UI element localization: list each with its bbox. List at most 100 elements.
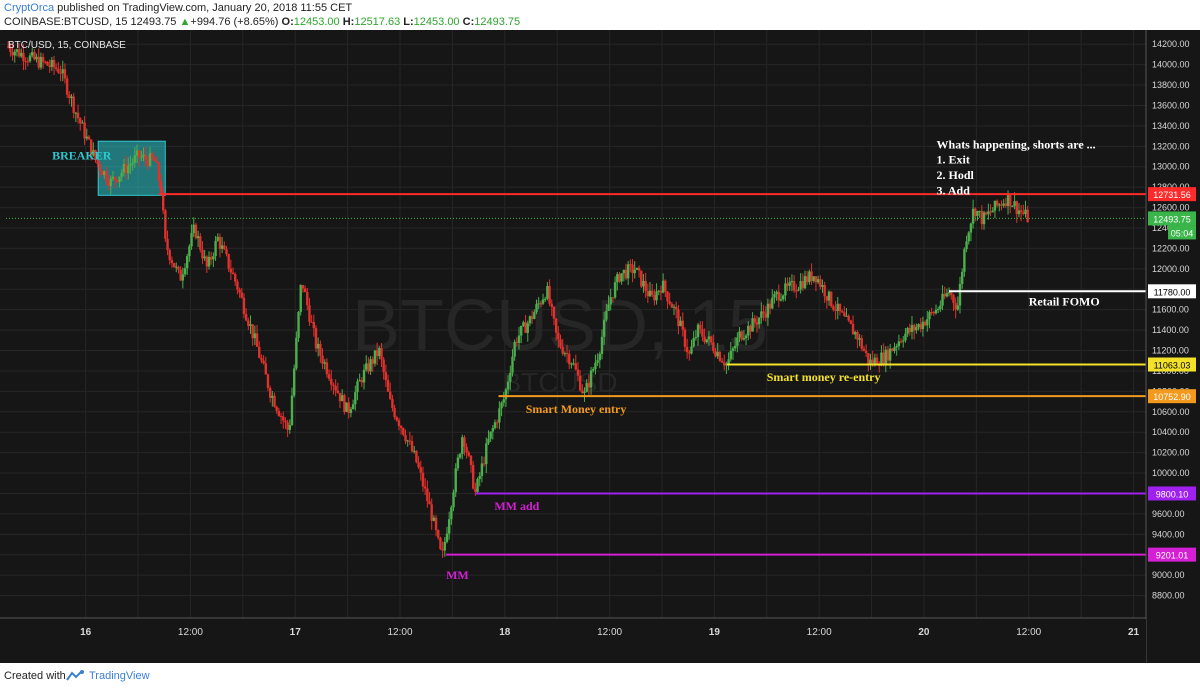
created-with-text: Created with xyxy=(4,670,66,682)
candle-body xyxy=(830,291,833,307)
candle-body xyxy=(908,328,911,332)
candle-body xyxy=(539,303,543,305)
candle-body xyxy=(766,303,770,318)
candle-body xyxy=(574,363,577,370)
candle-body xyxy=(884,349,887,364)
candle-body xyxy=(107,181,110,187)
candle-body xyxy=(461,437,464,454)
candle-body xyxy=(24,61,27,63)
candle-body xyxy=(408,440,412,442)
candle-body xyxy=(255,333,259,347)
candle-body xyxy=(63,69,67,79)
candle-body xyxy=(528,316,532,324)
candle-body xyxy=(747,325,750,336)
price-axis-tags: 12731.56 12493.75 11780.00 11063.03 10752.90… xyxy=(1148,187,1196,562)
candle-body xyxy=(68,94,71,98)
candle-body xyxy=(85,136,88,139)
time-axis[interactable]: 16 12:00 17 12:00 18 12:00 19 12:00 20 12:00 21 xyxy=(80,627,1139,638)
candle-body xyxy=(816,279,820,283)
candle-body xyxy=(858,338,861,340)
level-tag-value: 12493.75 xyxy=(1153,214,1191,224)
candle-body xyxy=(932,312,936,314)
candle-body xyxy=(805,276,809,283)
candle-body xyxy=(709,336,713,343)
candle-body xyxy=(229,268,233,273)
level-tag-value: 9201.01 xyxy=(1156,551,1189,561)
candle-body xyxy=(105,171,108,182)
price-tick-label: 13200.00 xyxy=(1152,141,1190,151)
candle-body xyxy=(535,304,538,313)
candle-body xyxy=(286,422,289,430)
open-label: O: xyxy=(281,16,294,28)
candle-body xyxy=(969,223,973,233)
candle-body xyxy=(74,112,78,114)
candle-body xyxy=(458,453,462,458)
watermark-subtext: BTCUSD xyxy=(502,367,617,398)
candle-body xyxy=(899,341,903,343)
candle-body xyxy=(172,263,176,268)
level-tag xyxy=(1148,547,1196,562)
horizontal-levels[interactable] xyxy=(6,193,1146,556)
candle-body xyxy=(482,463,486,465)
candle-body xyxy=(207,256,211,267)
candle-body xyxy=(79,118,82,124)
candle-body xyxy=(351,404,355,410)
candle-body xyxy=(836,303,839,311)
candle-body xyxy=(659,290,663,293)
price-tick-label: 13000.00 xyxy=(1152,162,1190,172)
price-change: +994.76 (+8.65%) xyxy=(190,16,279,28)
up-arrow-icon: ▲ xyxy=(179,16,191,28)
level-tag xyxy=(1148,357,1196,372)
author-link[interactable]: CryptOrca xyxy=(4,2,55,14)
candle-body xyxy=(336,390,340,393)
candle-body xyxy=(323,362,326,364)
candle-body xyxy=(343,395,346,412)
candle-body xyxy=(950,292,953,296)
price-tick-label: 13400.00 xyxy=(1152,121,1190,131)
candle-body xyxy=(834,309,837,311)
candle-body xyxy=(823,285,826,297)
candle-body xyxy=(168,250,171,261)
candle-body xyxy=(166,238,169,251)
candle-body xyxy=(762,311,765,314)
tradingview-brand[interactable]: TradingView xyxy=(89,670,150,682)
candle-body xyxy=(212,256,215,260)
annotation-text: MM add xyxy=(494,499,539,513)
candle-body xyxy=(500,402,503,409)
candle-body xyxy=(757,317,761,325)
candle-body xyxy=(720,360,724,363)
breaker-rectangle xyxy=(97,140,166,196)
candle-body xyxy=(109,178,112,187)
candle-body xyxy=(159,180,163,193)
candle-body xyxy=(917,324,920,328)
tradingview-logo-icon xyxy=(66,670,84,681)
candle-body xyxy=(151,153,154,159)
candle-body xyxy=(845,315,848,317)
candle-body xyxy=(952,295,955,303)
candle-body xyxy=(980,211,984,225)
candle-body xyxy=(683,329,687,347)
annotation-text: 1. Exit xyxy=(937,153,970,167)
candle-body xyxy=(434,517,438,531)
candle-body xyxy=(89,139,93,156)
candle-body xyxy=(792,281,796,291)
candle-body xyxy=(854,332,857,335)
candle-body xyxy=(365,363,368,370)
candle-body xyxy=(611,297,615,299)
candle-body xyxy=(559,339,562,348)
candle-body xyxy=(164,210,167,239)
candle-body xyxy=(389,391,392,399)
annotation-text: MM xyxy=(446,568,469,582)
candle-body xyxy=(338,392,342,402)
candle-body xyxy=(592,369,595,371)
candle-body xyxy=(480,463,484,476)
level-tag-value: 11063.03 xyxy=(1154,361,1191,371)
candle-body xyxy=(888,348,892,361)
candle-body xyxy=(275,406,278,411)
candle-body xyxy=(330,378,333,385)
last-price: 12493.75 xyxy=(130,16,177,28)
candle-body xyxy=(978,211,981,213)
candle-body xyxy=(210,256,213,260)
candle-body xyxy=(956,305,960,310)
